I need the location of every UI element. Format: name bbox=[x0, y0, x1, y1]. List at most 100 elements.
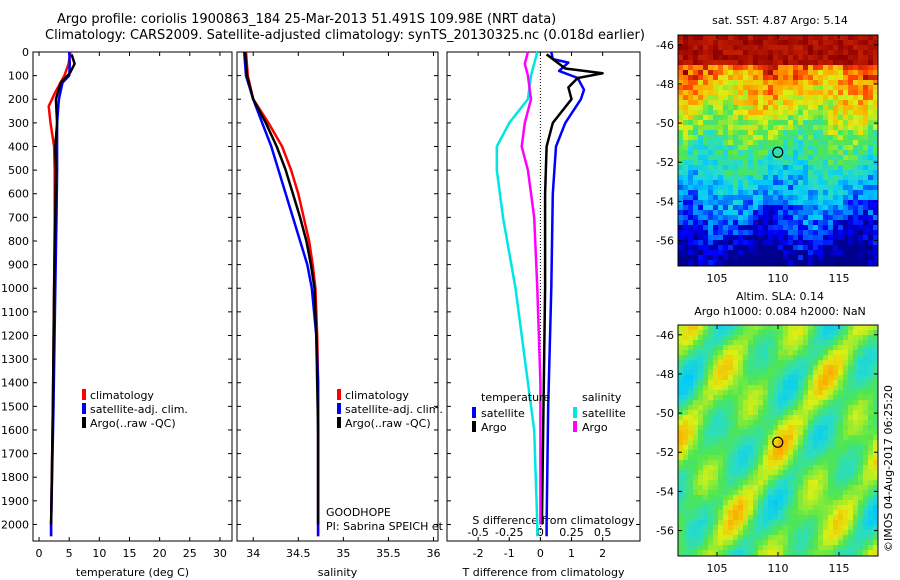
temperature-legend-label: climatology bbox=[90, 389, 154, 402]
difference-xlabel: T difference from climatology bbox=[462, 566, 625, 579]
salinity-xtick-label: 35 bbox=[336, 547, 350, 560]
salinity-xtick-label: 34 bbox=[246, 547, 260, 560]
temperature-legend-swatch bbox=[82, 417, 86, 428]
salinity-legend-label: climatology bbox=[345, 389, 409, 402]
temperature-ytick-label: 200 bbox=[8, 93, 29, 106]
temperature-xtick-label: 20 bbox=[153, 547, 167, 560]
difference-xtick-label: 2 bbox=[599, 547, 606, 560]
title-line-1: Argo profile: coriolis 1900863_184 25-Ma… bbox=[57, 12, 557, 27]
salinity-legend-swatch bbox=[337, 389, 341, 400]
sst-map-xtick-label: 115 bbox=[828, 272, 849, 285]
salinity-legend-swatch bbox=[337, 403, 341, 414]
sla-map-xtick-label: 105 bbox=[707, 562, 728, 575]
salinity-xtick-label: 34.5 bbox=[286, 547, 311, 560]
temperature-ytick-label: 1400 bbox=[1, 377, 29, 390]
temperature-ytick-label: 1100 bbox=[1, 306, 29, 319]
difference-xtick-label: -2 bbox=[473, 547, 484, 560]
temperature-series-argo-raw-qc- bbox=[49, 54, 76, 525]
difference-legend-header: salinity bbox=[582, 391, 622, 404]
temperature-ytick-label: 1500 bbox=[1, 400, 29, 413]
temperature-xtick-label: 15 bbox=[122, 547, 136, 560]
difference-legend-swatch bbox=[573, 407, 577, 418]
salinity-xlabel: salinity bbox=[318, 566, 358, 579]
salinity-series-argo-raw-qc- bbox=[243, 51, 320, 525]
temperature-xtick-label: 10 bbox=[92, 547, 106, 560]
difference-top-xtick-label: 0.25 bbox=[559, 526, 584, 539]
temperature-ytick-label: 700 bbox=[8, 211, 29, 224]
difference-legend-header: temperature bbox=[481, 391, 550, 404]
title-line-2: Climatology: CARS2009. Satellite-adjuste… bbox=[45, 28, 645, 43]
sla-map-xtick-label: 115 bbox=[828, 562, 849, 575]
difference-xtick-label: 1 bbox=[568, 547, 575, 560]
sst-map-xtick-label: 105 bbox=[707, 272, 728, 285]
temperature-legend-label: satellite-adj. clim. bbox=[90, 403, 188, 416]
difference-top-xtick-label: 0 bbox=[537, 526, 544, 539]
temperature-ytick-label: 1700 bbox=[1, 448, 29, 461]
difference-series-temperature-satellite bbox=[545, 51, 586, 537]
temperature-ytick-label: 1800 bbox=[1, 471, 29, 484]
temperature-ytick-label: 900 bbox=[8, 259, 29, 272]
sst-map-ytick-label: -54 bbox=[656, 195, 674, 208]
sla-map-ytick-label: -52 bbox=[656, 446, 674, 459]
sst-map-ytick-label: -56 bbox=[656, 235, 674, 248]
difference-xtick-label: 0 bbox=[537, 547, 544, 560]
sla-map-float-marker bbox=[772, 436, 784, 448]
temperature-ytick-label: 500 bbox=[8, 164, 29, 177]
sla-map-subtitle: Argo h1000: 0.084 h2000: NaN bbox=[694, 305, 866, 318]
goodhope-annotation: GOODHOPE bbox=[326, 506, 391, 519]
sla-map-ytick-label: -50 bbox=[656, 407, 674, 420]
temperature-ytick-label: 1300 bbox=[1, 353, 29, 366]
sla-map-xtick-label: 110 bbox=[768, 562, 789, 575]
salinity-xtick-label: 35.5 bbox=[376, 547, 401, 560]
sla-map-image bbox=[678, 325, 879, 557]
sst-map-image bbox=[678, 35, 879, 267]
difference-xtick-label: -1 bbox=[504, 547, 515, 560]
salinity-legend-label: satellite-adj. clim. bbox=[345, 403, 443, 416]
temperature-xlabel: temperature (deg C) bbox=[76, 566, 189, 579]
salinity-legend-label: Argo(..raw -QC) bbox=[345, 417, 431, 430]
temperature-legend-label: Argo(..raw -QC) bbox=[90, 417, 176, 430]
temperature-ytick-label: 800 bbox=[8, 235, 29, 248]
temperature-ytick-label: 1200 bbox=[1, 329, 29, 342]
sst-map-ytick-label: -50 bbox=[656, 117, 674, 130]
sla-map-title: Altim. SLA: 0.14 bbox=[736, 290, 824, 303]
temperature-legend-swatch bbox=[82, 403, 86, 414]
temperature-xtick-label: 30 bbox=[213, 547, 227, 560]
difference-top-xtick-label: -0.25 bbox=[495, 526, 523, 539]
difference-top-xtick-label: 0.5 bbox=[594, 526, 612, 539]
temperature-ytick-label: 1600 bbox=[1, 424, 29, 437]
sla-map-ytick-label: -54 bbox=[656, 485, 674, 498]
credit-text: ©IMOS 04-Aug-2017 06:25:20 bbox=[882, 385, 895, 552]
sla-map-ytick-label: -46 bbox=[656, 329, 674, 342]
temperature-ytick-label: 0 bbox=[22, 46, 29, 59]
difference-legend-label: Argo bbox=[481, 421, 507, 434]
temperature-ytick-label: 400 bbox=[8, 140, 29, 153]
difference-legend-swatch bbox=[573, 421, 577, 432]
difference-legend-label: Argo bbox=[582, 421, 608, 434]
sst-map-title: sat. SST: 4.87 Argo: 5.14 bbox=[712, 14, 848, 27]
salinity-legend-swatch bbox=[337, 417, 341, 428]
difference-series-salinity-satellite bbox=[495, 51, 539, 537]
difference-series-temperature-argo bbox=[540, 53, 604, 525]
temperature-ytick-label: 100 bbox=[8, 70, 29, 83]
sla-map-ytick-label: -56 bbox=[656, 525, 674, 538]
difference-legend-swatch bbox=[472, 421, 476, 432]
sst-map-ytick-label: -52 bbox=[656, 156, 674, 169]
sst-map-float-marker bbox=[772, 146, 784, 158]
temperature-xtick-label: 0 bbox=[36, 547, 43, 560]
difference-legend-swatch bbox=[472, 407, 476, 418]
difference-legend-label: satellite bbox=[481, 407, 525, 420]
temperature-ytick-label: 1000 bbox=[1, 282, 29, 295]
salinity-xtick-label: 36 bbox=[426, 547, 440, 560]
difference-top-xlabel: S difference from climatology bbox=[472, 514, 635, 527]
temperature-ytick-label: 300 bbox=[8, 117, 29, 130]
sst-map-ytick-label: -46 bbox=[656, 39, 674, 52]
sst-map-xtick-label: 110 bbox=[768, 272, 789, 285]
difference-top-xtick-label: -0.5 bbox=[467, 526, 488, 539]
temperature-xtick-label: 5 bbox=[66, 547, 73, 560]
sla-map-ytick-label: -48 bbox=[656, 368, 674, 381]
temperature-xtick-label: 25 bbox=[183, 547, 197, 560]
temperature-plot-frame bbox=[32, 51, 233, 542]
temperature-legend-swatch bbox=[82, 389, 86, 400]
